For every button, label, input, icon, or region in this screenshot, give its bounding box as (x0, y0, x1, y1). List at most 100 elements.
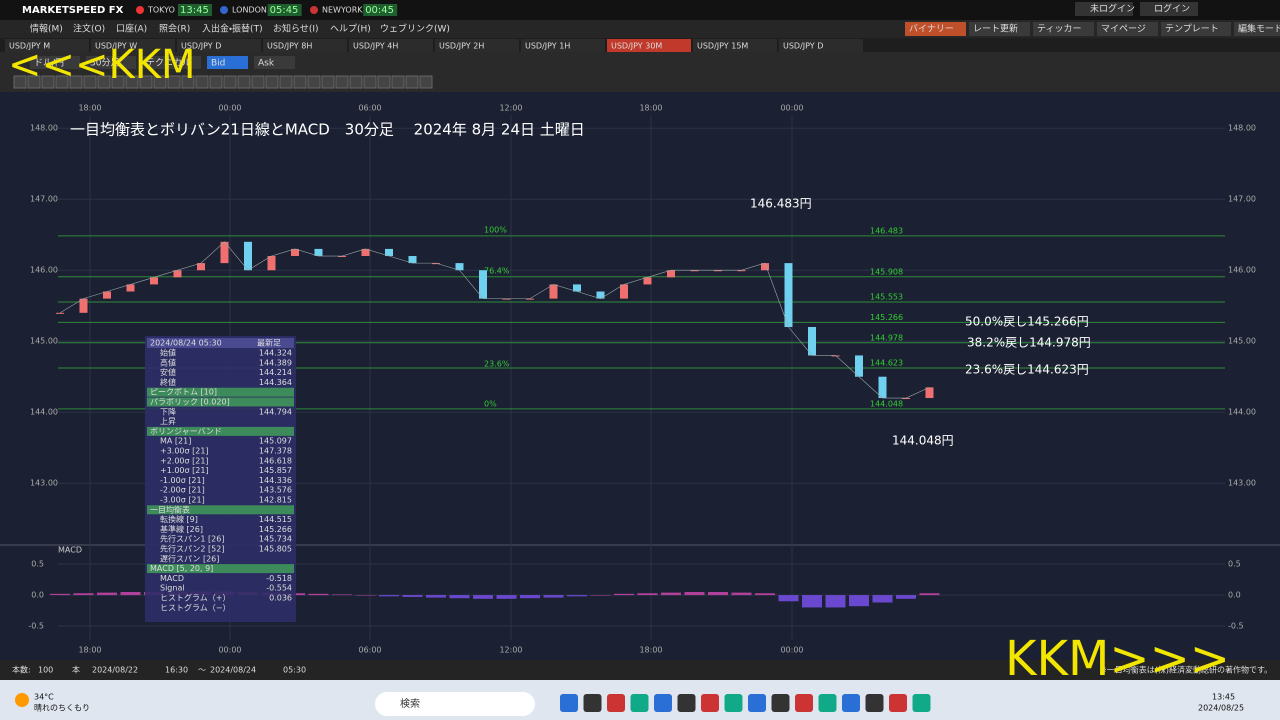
menu-item[interactable]: 注文(O) (73, 23, 105, 35)
tab[interactable] (435, 39, 519, 52)
menu-item[interactable]: 入出金・振替(T) (202, 23, 263, 35)
control-label[interactable]: Bid (211, 59, 225, 69)
control-label[interactable]: テクニカル (146, 58, 191, 69)
tool-icon[interactable] (377, 75, 391, 89)
tab[interactable] (521, 39, 605, 52)
status-from-date[interactable]: 2024/08/22 (92, 666, 138, 675)
tool-icon[interactable] (195, 75, 209, 89)
tool-icon[interactable] (27, 75, 41, 89)
status-from-time[interactable]: 16:30 (165, 666, 188, 675)
tab[interactable] (779, 39, 863, 52)
menu-item[interactable]: 口座(A) (116, 24, 147, 35)
tool-icon[interactable] (349, 75, 363, 89)
tool-icon[interactable] (125, 75, 139, 89)
tool-icon[interactable] (13, 75, 27, 89)
tab[interactable] (607, 39, 691, 52)
tool-icon[interactable] (153, 75, 167, 89)
control[interactable] (254, 56, 295, 69)
tool-icon[interactable] (181, 75, 195, 89)
tool-icon[interactable] (41, 75, 55, 89)
control[interactable] (207, 56, 248, 69)
taskbar-icon[interactable] (889, 694, 907, 712)
control-label[interactable]: 30分足 (90, 58, 119, 69)
taskbar-icon[interactable] (724, 694, 743, 712)
tool-icon[interactable] (83, 75, 97, 89)
tab[interactable] (693, 39, 777, 52)
tool-icon[interactable] (69, 75, 83, 89)
menu-item[interactable]: 照会(R) (159, 23, 190, 35)
tool-icon[interactable] (321, 75, 335, 89)
taskbar-icon[interactable] (654, 694, 672, 712)
taskbar-icon[interactable] (865, 694, 884, 712)
tab-label[interactable]: USD/JPY D (783, 42, 823, 51)
toolbar-button[interactable] (1097, 22, 1158, 36)
tab-label[interactable]: USD/JPY 15M (697, 42, 748, 51)
status-count[interactable]: 100 (38, 666, 53, 675)
taskbar-icon[interactable] (912, 694, 931, 712)
tool-icon[interactable] (363, 75, 377, 89)
tab-label[interactable]: USD/JPY D (181, 42, 221, 51)
tool-icon[interactable] (307, 75, 321, 89)
toolbar-button[interactable] (1033, 22, 1094, 36)
status-to-date[interactable]: 2024/08/24 (210, 666, 256, 675)
toolbar-label[interactable]: ティッカー (1037, 24, 1081, 35)
taskbar-icon[interactable] (677, 694, 696, 712)
taskbar-icon[interactable] (818, 694, 837, 712)
toolbar-label[interactable]: マイページ (1101, 25, 1146, 35)
control[interactable] (86, 56, 136, 69)
taskbar-icon[interactable] (771, 694, 790, 712)
menu-item[interactable]: ヘルプ(H) (330, 24, 371, 35)
tool-icon[interactable] (209, 75, 223, 89)
search[interactable]: 検索 (400, 697, 420, 710)
menu-item[interactable]: ウェブリンク(W) (380, 23, 450, 35)
toolbar-label[interactable]: レート更新 (973, 24, 1018, 35)
tab-label[interactable]: USD/JPY M (9, 42, 50, 51)
tool-icon[interactable] (265, 75, 279, 89)
login-status[interactable]: 未ログイン (1090, 3, 1135, 15)
tool-icon[interactable] (279, 75, 293, 89)
tab[interactable] (177, 39, 261, 52)
tool-icon[interactable] (251, 75, 265, 89)
taskbar-icon[interactable] (583, 694, 602, 712)
tab-label[interactable]: USD/JPY 1H (525, 42, 570, 51)
tool-icon[interactable] (293, 75, 307, 89)
tool-icon[interactable] (419, 75, 433, 89)
tool-icon[interactable] (167, 75, 181, 89)
tab[interactable] (263, 39, 347, 52)
taskbar-icon[interactable] (560, 694, 578, 712)
tool-icon[interactable] (97, 75, 111, 89)
taskbar-icon[interactable] (607, 694, 625, 712)
taskbar-icon[interactable] (795, 694, 813, 712)
tool-icon[interactable] (223, 75, 237, 89)
tab-label[interactable]: USD/JPY 2H (439, 42, 484, 51)
tool-icon[interactable] (335, 75, 349, 89)
control-label[interactable]: ドル/円 (34, 58, 64, 69)
tab-label[interactable]: USD/JPY 8H (267, 42, 312, 51)
toolbar-button[interactable] (969, 22, 1030, 36)
menu-item[interactable]: お知らせ(I) (273, 23, 319, 35)
login-button[interactable] (1140, 2, 1198, 16)
taskbar-icon[interactable] (748, 694, 766, 712)
menu-item[interactable]: 情報(M) (30, 23, 63, 35)
toolbar-label[interactable]: テンプレート (1165, 24, 1219, 35)
tool-icon[interactable] (139, 75, 153, 89)
tab[interactable] (349, 39, 433, 52)
tab-label[interactable]: USD/JPY 4H (353, 42, 398, 51)
toolbar-label[interactable]: 編集モード (1238, 23, 1280, 35)
toolbar-button[interactable] (905, 22, 966, 36)
tab[interactable] (91, 39, 175, 52)
tool-icon[interactable] (405, 75, 419, 89)
toolbar-button[interactable] (1234, 22, 1280, 36)
toolbar-button[interactable] (1161, 22, 1231, 36)
control[interactable] (142, 56, 201, 69)
control[interactable] (30, 56, 80, 69)
tab-label[interactable]: USD/JPY W (95, 42, 137, 51)
taskbar-icon[interactable] (701, 694, 719, 712)
tab-label[interactable]: USD/JPY 30M (611, 42, 662, 51)
toolbar-label[interactable]: バイナリー (909, 24, 954, 35)
taskbar-icon[interactable] (630, 694, 649, 712)
tool-icon[interactable] (111, 75, 125, 89)
search-box[interactable] (375, 692, 535, 716)
tool-icon[interactable] (237, 75, 251, 89)
tool-icon[interactable] (391, 75, 405, 89)
